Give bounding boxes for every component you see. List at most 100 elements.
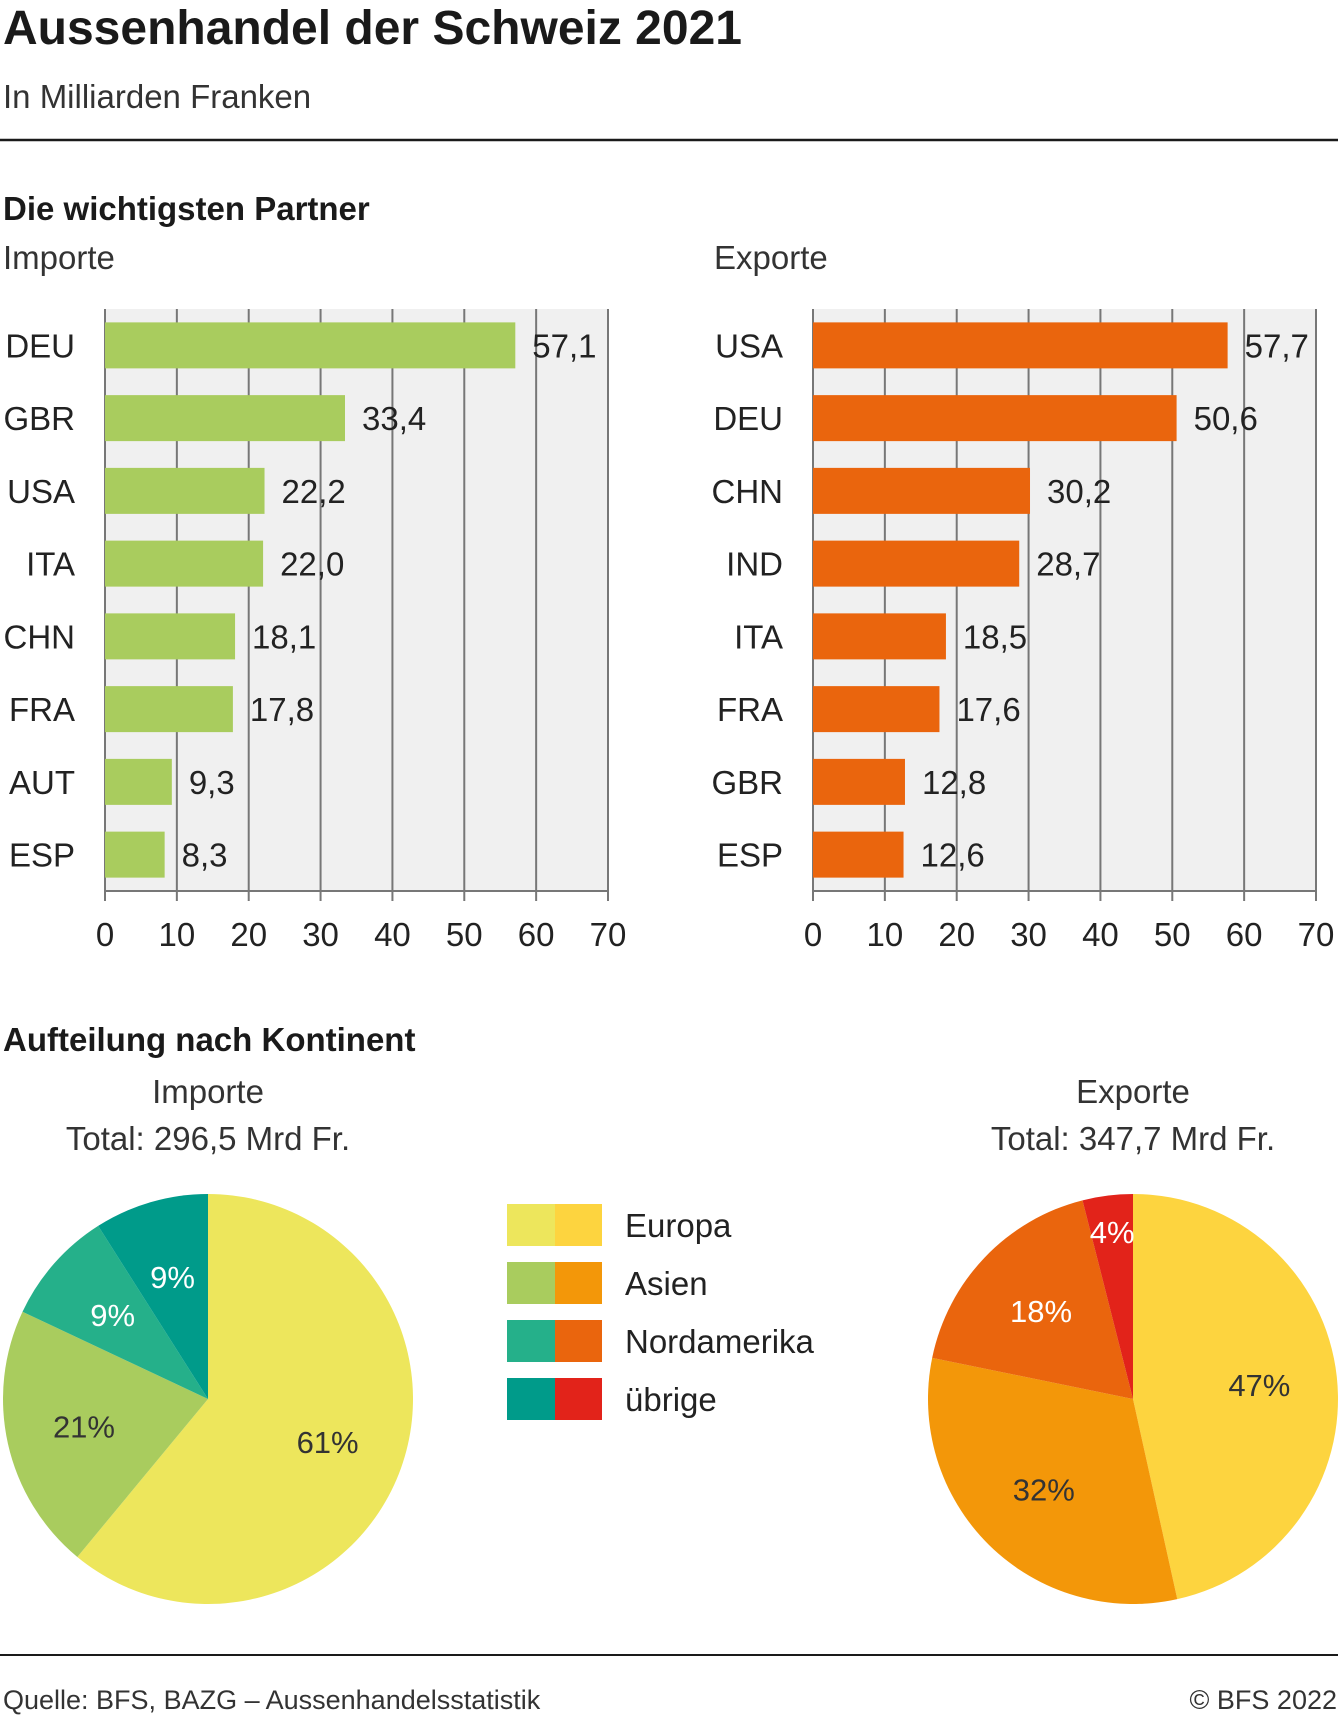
- export-bar: [813, 395, 1177, 442]
- export-x-tick-label: 50: [1154, 916, 1191, 953]
- import-pie-slice: [2, 1311, 209, 1557]
- legend-swatch-import: [507, 1378, 555, 1420]
- legend-label: Europa: [625, 1207, 732, 1244]
- import-bar: [105, 395, 346, 442]
- import-pie-slice: [77, 1194, 414, 1604]
- export-bar: [813, 686, 940, 733]
- import-category-label: ESP: [9, 837, 75, 874]
- import-bar: [105, 686, 233, 733]
- export-x-tick-label: 60: [1226, 916, 1263, 953]
- export-category-label: GBR: [711, 764, 783, 801]
- export-pie-chart: 47% 32% 18% 4%: [928, 1194, 1338, 1604]
- export-pie-label: Exporte: [1076, 1073, 1190, 1110]
- export-pie-percent-label: 18%: [1010, 1294, 1072, 1329]
- legend-swatch-export: [555, 1262, 602, 1304]
- export-bar-chart: 0 10 20 30 40 50 60 70 USA 57,7 DEU 50,6 CHN 30,2 IND 2…: [711, 309, 1334, 953]
- import-value-label: 9,3: [189, 764, 235, 801]
- import-x-tick-label: 0: [96, 916, 114, 953]
- export-value-label: 17,6: [956, 691, 1020, 728]
- page-subtitle: In Milliarden Franken: [3, 78, 311, 115]
- export-pie-slice: [1133, 1194, 1338, 1600]
- export-pie-percent-label: 32%: [1013, 1473, 1075, 1508]
- import-category-label: FRA: [9, 691, 75, 728]
- import-category-label: ITA: [26, 546, 75, 583]
- section-title-partners: Die wichtigsten Partner: [3, 190, 370, 227]
- export-x-tick-label: 40: [1082, 916, 1119, 953]
- export-bar-panel-label: Exporte: [714, 239, 828, 276]
- section-title-continents: Aufteilung nach Kontinent: [3, 1021, 415, 1058]
- import-bar: [105, 758, 172, 805]
- export-bar: [813, 467, 1031, 514]
- import-x-tick-label: 20: [230, 916, 267, 953]
- import-bar-chart: 0 10 20 30 40 50 60 70 DEU 57,1 GBR 33,4 USA 22,2 ITA 2…: [3, 309, 626, 953]
- legend-swatch-import: [507, 1262, 555, 1304]
- export-pie-slice: [932, 1200, 1133, 1399]
- import-x-tick-label: 70: [590, 916, 627, 953]
- export-category-label: ITA: [734, 618, 783, 655]
- export-category-label: IND: [726, 546, 783, 583]
- import-bar: [105, 467, 265, 514]
- export-value-label: 12,6: [921, 837, 985, 874]
- export-bar: [813, 540, 1020, 587]
- export-bar: [813, 613, 946, 660]
- import-x-tick-label: 40: [374, 916, 411, 953]
- import-x-tick-label: 10: [158, 916, 195, 953]
- import-bar: [105, 540, 264, 587]
- import-value-label: 17,8: [250, 691, 314, 728]
- import-value-label: 22,0: [280, 546, 344, 583]
- export-pie-total: Total: 347,7 Mrd Fr.: [991, 1120, 1275, 1157]
- legend-label: Nordamerika: [625, 1323, 815, 1360]
- export-pie-slice: [1082, 1194, 1133, 1399]
- export-x-tick-label: 30: [1010, 916, 1047, 953]
- export-pie-percent-label: 4%: [1090, 1215, 1135, 1250]
- import-value-label: 33,4: [362, 400, 426, 437]
- import-bar-panel-label: Importe: [3, 239, 115, 276]
- export-value-label: 30,2: [1047, 473, 1111, 510]
- import-value-label: 18,1: [252, 618, 316, 655]
- import-pie-chart: 61% 21% 9% 9%: [2, 1194, 414, 1604]
- export-category-label: DEU: [713, 400, 783, 437]
- export-x-tick-label: 70: [1298, 916, 1335, 953]
- export-x-tick-label: 20: [938, 916, 975, 953]
- import-x-tick-label: 60: [518, 916, 555, 953]
- import-pie-label: Importe: [152, 1073, 264, 1110]
- export-pie-percent-label: 47%: [1228, 1368, 1290, 1403]
- legend-swatch-export: [555, 1378, 602, 1420]
- page-title: Aussenhandel der Schweiz 2021: [3, 2, 742, 55]
- export-bar: [813, 758, 905, 805]
- legend-swatch-export: [555, 1204, 602, 1246]
- import-bar: [105, 831, 165, 878]
- export-value-label: 12,8: [922, 764, 986, 801]
- import-pie-slice: [98, 1194, 208, 1399]
- import-value-label: 57,1: [532, 327, 596, 364]
- import-x-tick-label: 50: [446, 916, 483, 953]
- legend-swatch-import: [507, 1204, 555, 1246]
- import-category-label: CHN: [4, 618, 76, 655]
- import-pie-slice: [22, 1225, 209, 1399]
- export-value-label: 50,6: [1194, 400, 1258, 437]
- import-bar: [105, 322, 516, 369]
- export-category-label: FRA: [717, 691, 783, 728]
- import-pie-percent-label: 61%: [297, 1425, 359, 1460]
- export-value-label: 18,5: [963, 618, 1027, 655]
- export-category-label: USA: [715, 327, 783, 364]
- import-x-tick-label: 30: [302, 916, 339, 953]
- legend-label: Asien: [625, 1265, 708, 1302]
- import-category-label: GBR: [3, 400, 75, 437]
- source-note: Quelle: BFS, BAZG – Aussenhandelsstatist…: [3, 1685, 541, 1715]
- import-category-label: DEU: [5, 327, 75, 364]
- import-category-label: USA: [7, 473, 75, 510]
- continent-legend: Europa Asien Nordamerika übrige: [507, 1204, 815, 1420]
- legend-swatch-export: [555, 1320, 602, 1362]
- import-category-label: AUT: [9, 764, 75, 801]
- import-pie-percent-label: 9%: [90, 1298, 135, 1333]
- export-x-tick-label: 10: [866, 916, 903, 953]
- import-value-label: 8,3: [182, 837, 228, 874]
- export-category-label: CHN: [712, 473, 784, 510]
- import-bar: [105, 613, 236, 660]
- export-bar: [813, 322, 1228, 369]
- import-pie-total: Total: 296,5 Mrd Fr.: [66, 1120, 350, 1157]
- export-value-label: 28,7: [1036, 546, 1100, 583]
